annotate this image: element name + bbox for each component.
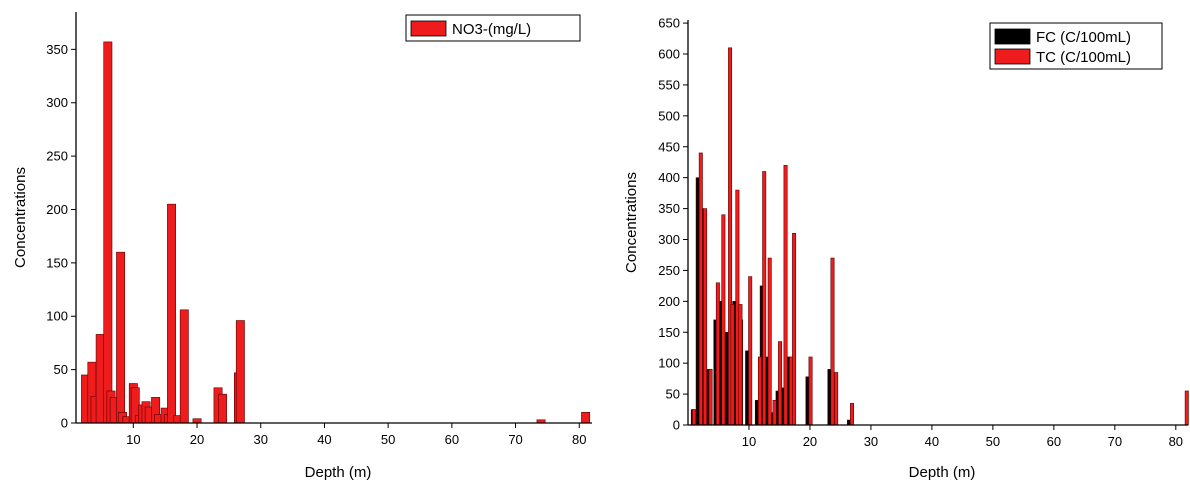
y-tick-label: 150 (46, 255, 68, 270)
bar-tc (757, 356, 762, 426)
y-tick-label: 0 (673, 418, 680, 433)
bars (81, 41, 591, 424)
bar-no3 (218, 393, 227, 424)
bar-tc (698, 152, 703, 426)
x-tick-label: 80 (572, 432, 586, 447)
y-tick-label: 300 (658, 232, 680, 247)
bar-tc (692, 409, 697, 426)
x-tick-label: 70 (508, 432, 522, 447)
y-tick-label: 550 (658, 77, 680, 92)
y-tick-label: 100 (658, 356, 680, 371)
bar-tc (715, 282, 720, 426)
bar-tc (778, 341, 783, 426)
bar-no3 (95, 334, 105, 424)
y-tick-label: 400 (658, 170, 680, 185)
bar-tc (808, 356, 813, 426)
bar-tc (762, 171, 767, 426)
y-tick-label: 250 (658, 263, 680, 278)
y-axis-title: Concentrations (623, 172, 640, 273)
y-tick-label: 350 (658, 201, 680, 216)
legend-swatch (994, 48, 1031, 65)
legend: NO3-(mg/L) (405, 14, 581, 42)
y-tick-label: 650 (658, 16, 680, 31)
y-tick-label: 250 (46, 149, 68, 164)
x-tick-label: 40 (925, 434, 939, 449)
x-axis-title: Depth (m) (305, 464, 372, 481)
x-tick-label: 80 (1169, 434, 1183, 449)
bars (690, 47, 1189, 426)
bar-tc (830, 257, 835, 426)
bar-tc (792, 233, 797, 426)
bar-tc (721, 214, 726, 426)
bar-no3 (167, 203, 176, 424)
bar-tc (834, 372, 839, 426)
x-tick-label: 10 (126, 432, 140, 447)
bar-tc (748, 276, 753, 426)
x-tick-label: 10 (742, 434, 756, 449)
legend-label: TC (C/100mL) (1036, 49, 1131, 66)
bar-tc (772, 399, 777, 426)
bar-tc (708, 369, 713, 426)
y-tick-label: 0 (61, 416, 68, 431)
chart-no3: 0 50 100 150 200 250 300 350 10 20 30 40 50 60 70 80 Dep… (12, 12, 592, 481)
bar-tc (783, 165, 788, 426)
legend-swatch (994, 28, 1031, 45)
bar-tc (738, 304, 743, 426)
y-tick-label: 100 (46, 309, 68, 324)
x-tick-label: 70 (1108, 434, 1122, 449)
x-tick-label: 30 (864, 434, 878, 449)
bar-no3 (179, 309, 189, 424)
bar-tc (703, 208, 708, 426)
y-axis-title: Concentrations (12, 167, 29, 268)
y-tick-label: 50 (666, 387, 680, 402)
legend-label: FC (C/100mL) (1036, 29, 1131, 46)
chart-fc-tc: 0 50 100 150 200 250 300 350 400 450 500 550 600 650 1… (623, 16, 1189, 481)
y-tick-label: 350 (46, 42, 68, 57)
x-tick-label: 50 (381, 432, 395, 447)
bar-tc (850, 403, 855, 426)
x-tick-label: 60 (445, 432, 459, 447)
legend-label: NO3-(mg/L) (452, 21, 531, 38)
y-tick-label: 600 (658, 47, 680, 62)
y-tick-label: 450 (658, 139, 680, 154)
y-tick-label: 50 (54, 362, 68, 377)
legend: FC (C/100mL) TC (C/100mL) (989, 22, 1163, 70)
bar-no3 (235, 320, 245, 424)
y-tick-label: 150 (658, 325, 680, 340)
x-tick-label: 20 (803, 434, 817, 449)
bar-tc (767, 257, 772, 426)
y-tick-label: 300 (46, 95, 68, 110)
x-tick-label: 30 (254, 432, 268, 447)
x-tick-label: 20 (190, 432, 204, 447)
bar-no3 (103, 41, 113, 424)
y-tick-label: 200 (658, 294, 680, 309)
x-tick-label: 40 (317, 432, 331, 447)
legend-box (405, 14, 581, 42)
bar-tc (730, 304, 735, 426)
bar-no3 (581, 412, 591, 424)
legend-swatch (410, 20, 447, 37)
bar-tc (1184, 390, 1189, 426)
y-tick-label: 500 (658, 108, 680, 123)
bar-no3 (116, 251, 126, 424)
y-tick-label: 200 (46, 202, 68, 217)
x-tick-label: 60 (1047, 434, 1061, 449)
x-tick-label: 50 (986, 434, 1000, 449)
x-axis-title: Depth (m) (909, 464, 976, 481)
